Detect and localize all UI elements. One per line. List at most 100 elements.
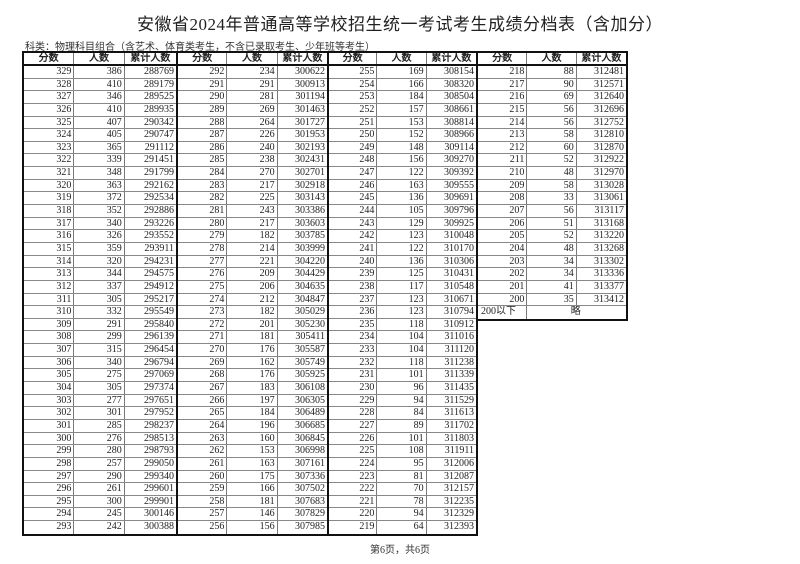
cumulative-cell: 298237 [144,419,174,431]
table-row: 251 153 308814 [329,116,476,130]
cumulative-cell: 312329 [443,508,474,520]
table-row: 234 104 311016 [329,331,476,345]
score-cell: 287 [178,129,228,141]
cumulative-cell: 312571 [594,78,625,90]
count-cell: 160 [227,432,278,445]
score-cell: 234 [329,331,378,344]
count-cell: 175 [227,470,278,483]
count-cell: 340 [74,356,125,369]
count-cell: 129 [377,217,427,230]
table-row: 306 340 296794 [24,356,176,370]
table-row: 324 405 290747 [24,129,176,142]
score-cell: 299 [24,445,75,457]
count-cell: 157 [377,103,427,116]
column-header: 分数 [178,53,228,64]
score-cell: 241 [329,242,378,255]
count-cell: 234 [227,66,278,78]
count-cell: 242 [74,521,125,534]
count-cell: 305 [74,382,125,394]
count-cell: 264 [227,116,278,129]
table-row: 222 70 312157 [329,483,476,496]
score-cell: 230 [329,382,378,394]
table-row: 288 264 301727 [178,116,327,130]
cumulative-cell: 306998 [295,445,325,457]
cumulative-cell: 292534 [144,192,174,204]
score-cell: 232 [329,356,378,369]
table-row: 318 352 292886 [24,205,176,218]
table-row: 250 152 308966 [329,129,476,142]
count-cell: 363 [74,179,125,192]
score-cell: 326 [24,103,75,116]
count-cell: 153 [227,445,278,457]
score-cell: 252 [329,103,378,116]
count-cell: 122 [377,242,427,255]
score-cell: 209 [478,179,528,192]
table-row: 228 84 311613 [329,407,476,420]
cumulative-cell: 305749 [295,356,325,368]
table-row: 269 162 305749 [178,356,327,370]
count-cell: 344 [74,268,125,280]
score-cell: 263 [178,432,228,445]
cumulative-cell: 312640 [594,91,625,103]
table-row: 223 81 312087 [329,470,476,484]
table-row: 265 184 306489 [178,407,327,420]
count-cell: 339 [74,154,125,167]
count-cell: 162 [227,356,278,369]
count-cell: 41 [527,280,577,293]
score-cell: 286 [178,141,228,154]
table-row: 290 281 301194 [178,91,327,104]
table-row: 267 183 306108 [178,382,327,395]
count-cell: 104 [377,331,427,344]
count-cell: 89 [377,419,427,432]
score-cell: 321 [24,167,75,179]
count-cell: 56 [527,116,577,129]
score-cell: 216 [478,91,528,103]
cumulative-cell: 309270 [443,154,474,166]
cumulative-cell: 296454 [144,344,174,356]
cumulative-cell: 312696 [594,103,625,115]
cumulative-cell: 307502 [295,483,325,495]
count-cell: 221 [227,255,278,268]
table-row: 255 169 308154 [329,66,476,79]
count-cell: 243 [227,205,278,217]
table-row: 274 212 304847 [178,293,327,307]
count-cell: 163 [227,457,278,470]
cumulative-cell: 289525 [144,91,174,103]
cumulative-cell: 290342 [144,116,174,128]
cumulative-cell: 306489 [295,407,325,419]
score-cell: 317 [24,217,75,230]
table-row-below-200: 200以下 略 [478,306,626,319]
table-row: 260 175 307336 [178,470,327,484]
count-cell: 90 [527,78,577,91]
table-row: 200 35 313412 [478,293,626,307]
table-row: 322 339 291451 [24,154,176,168]
omitted-note: 略 [570,306,581,318]
count-cell: 181 [227,331,278,344]
header-row: 分数 人数 累计人数 [329,53,476,66]
cumulative-cell: 296794 [144,356,174,368]
count-cell: 104 [377,344,427,356]
count-cell: 136 [377,192,427,205]
cumulative-cell: 312006 [443,457,474,469]
count-cell: 359 [74,242,125,255]
table-row: 291 291 300913 [178,78,327,92]
score-cell: 312 [24,280,75,293]
table-row: 252 157 308661 [329,103,476,117]
cumulative-cell: 305230 [295,318,325,330]
count-cell: 291 [227,78,278,91]
table-row: 213 58 312810 [478,129,626,142]
table-row: 329 386 288769 [24,66,176,79]
score-cell: 261 [178,457,228,470]
table-row: 242 123 310048 [329,230,476,243]
cumulative-cell: 310794 [443,306,474,318]
cumulative-cell: 298513 [144,432,174,444]
cumulative-cell: 311613 [444,407,474,419]
count-cell: 118 [377,356,427,369]
score-cell: 212 [478,141,528,154]
cumulative-cell: 312752 [594,116,625,128]
cumulative-cell: 291451 [144,154,174,166]
table-row: 307 315 296454 [24,344,176,357]
table-row: 309 291 295840 [24,318,176,332]
score-cell: 297 [24,470,75,483]
score-cell: 313 [24,268,75,280]
